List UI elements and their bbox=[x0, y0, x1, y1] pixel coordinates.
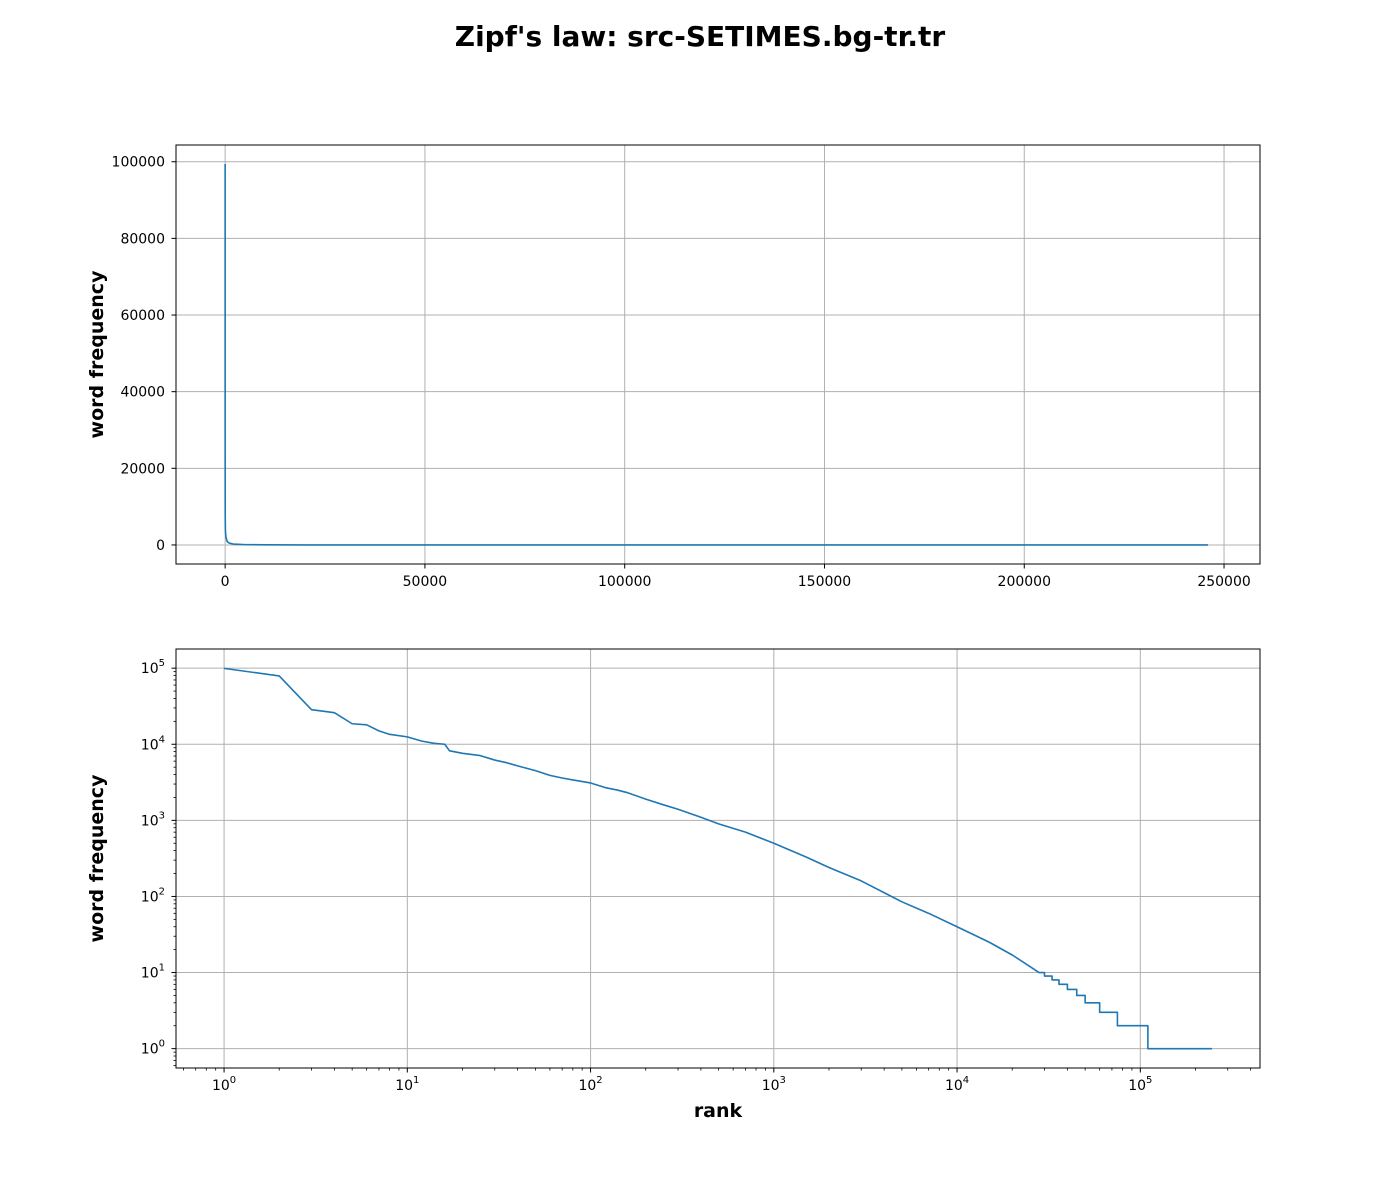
linear-y-tick-label: 40000 bbox=[120, 385, 165, 401]
linear-series-line bbox=[224, 164, 1209, 546]
log-x-tick-label: 104 bbox=[945, 1075, 969, 1094]
log-plot-area bbox=[176, 649, 1260, 1068]
log-y-tick-label: 100 bbox=[141, 1039, 165, 1058]
linear-x-tick-label: 250000 bbox=[1197, 574, 1250, 590]
log-x-tick-label: 100 bbox=[212, 1075, 236, 1094]
linear-x-tick-label: 100000 bbox=[598, 574, 651, 590]
linear-y-tick-label: 100000 bbox=[112, 155, 165, 171]
figure-title: Zipf's law: src-SETIMES.bg-tr.tr bbox=[455, 20, 946, 53]
linear-axes-frame bbox=[175, 144, 1261, 565]
log-axes-frame bbox=[175, 648, 1261, 1069]
log-y-tick-label: 105 bbox=[141, 658, 165, 677]
linear-x-tick-label: 0 bbox=[221, 574, 230, 590]
linear-y-tick-label: 60000 bbox=[120, 308, 165, 324]
log-y-axis-label: word frequency bbox=[86, 774, 108, 943]
linear-y-axis-label: word frequency bbox=[86, 270, 108, 439]
log-series-line bbox=[223, 667, 1212, 1050]
linear-x-tick-label: 200000 bbox=[998, 574, 1051, 590]
log-y-tick-label: 102 bbox=[141, 886, 165, 905]
log-scale-panel: 100 101 102 103 104 105 100 101 102 103 104 105 word… bbox=[86, 648, 1261, 1122]
log-y-tick-label: 103 bbox=[141, 810, 165, 829]
linear-x-tick-label: 150000 bbox=[798, 574, 851, 590]
log-x-tick-label: 105 bbox=[1128, 1075, 1152, 1094]
linear-y-tick-label: 20000 bbox=[120, 461, 165, 477]
linear-y-tick-label: 0 bbox=[156, 538, 165, 554]
linear-y-tick-label: 80000 bbox=[120, 231, 165, 247]
log-y-tick-label: 104 bbox=[141, 734, 165, 753]
log-x-tick-label: 103 bbox=[762, 1075, 786, 1094]
log-x-tick-label: 102 bbox=[578, 1075, 602, 1094]
linear-scale-panel: 0 50000 100000 150000 200000 250000 0 20000 4000… bbox=[86, 144, 1261, 590]
log-y-tick-label: 101 bbox=[141, 963, 165, 982]
log-x-axis-label: rank bbox=[694, 1100, 743, 1122]
linear-x-tick-label: 50000 bbox=[403, 574, 448, 590]
linear-plot-area bbox=[176, 145, 1260, 564]
log-x-tick-label: 101 bbox=[395, 1075, 419, 1094]
